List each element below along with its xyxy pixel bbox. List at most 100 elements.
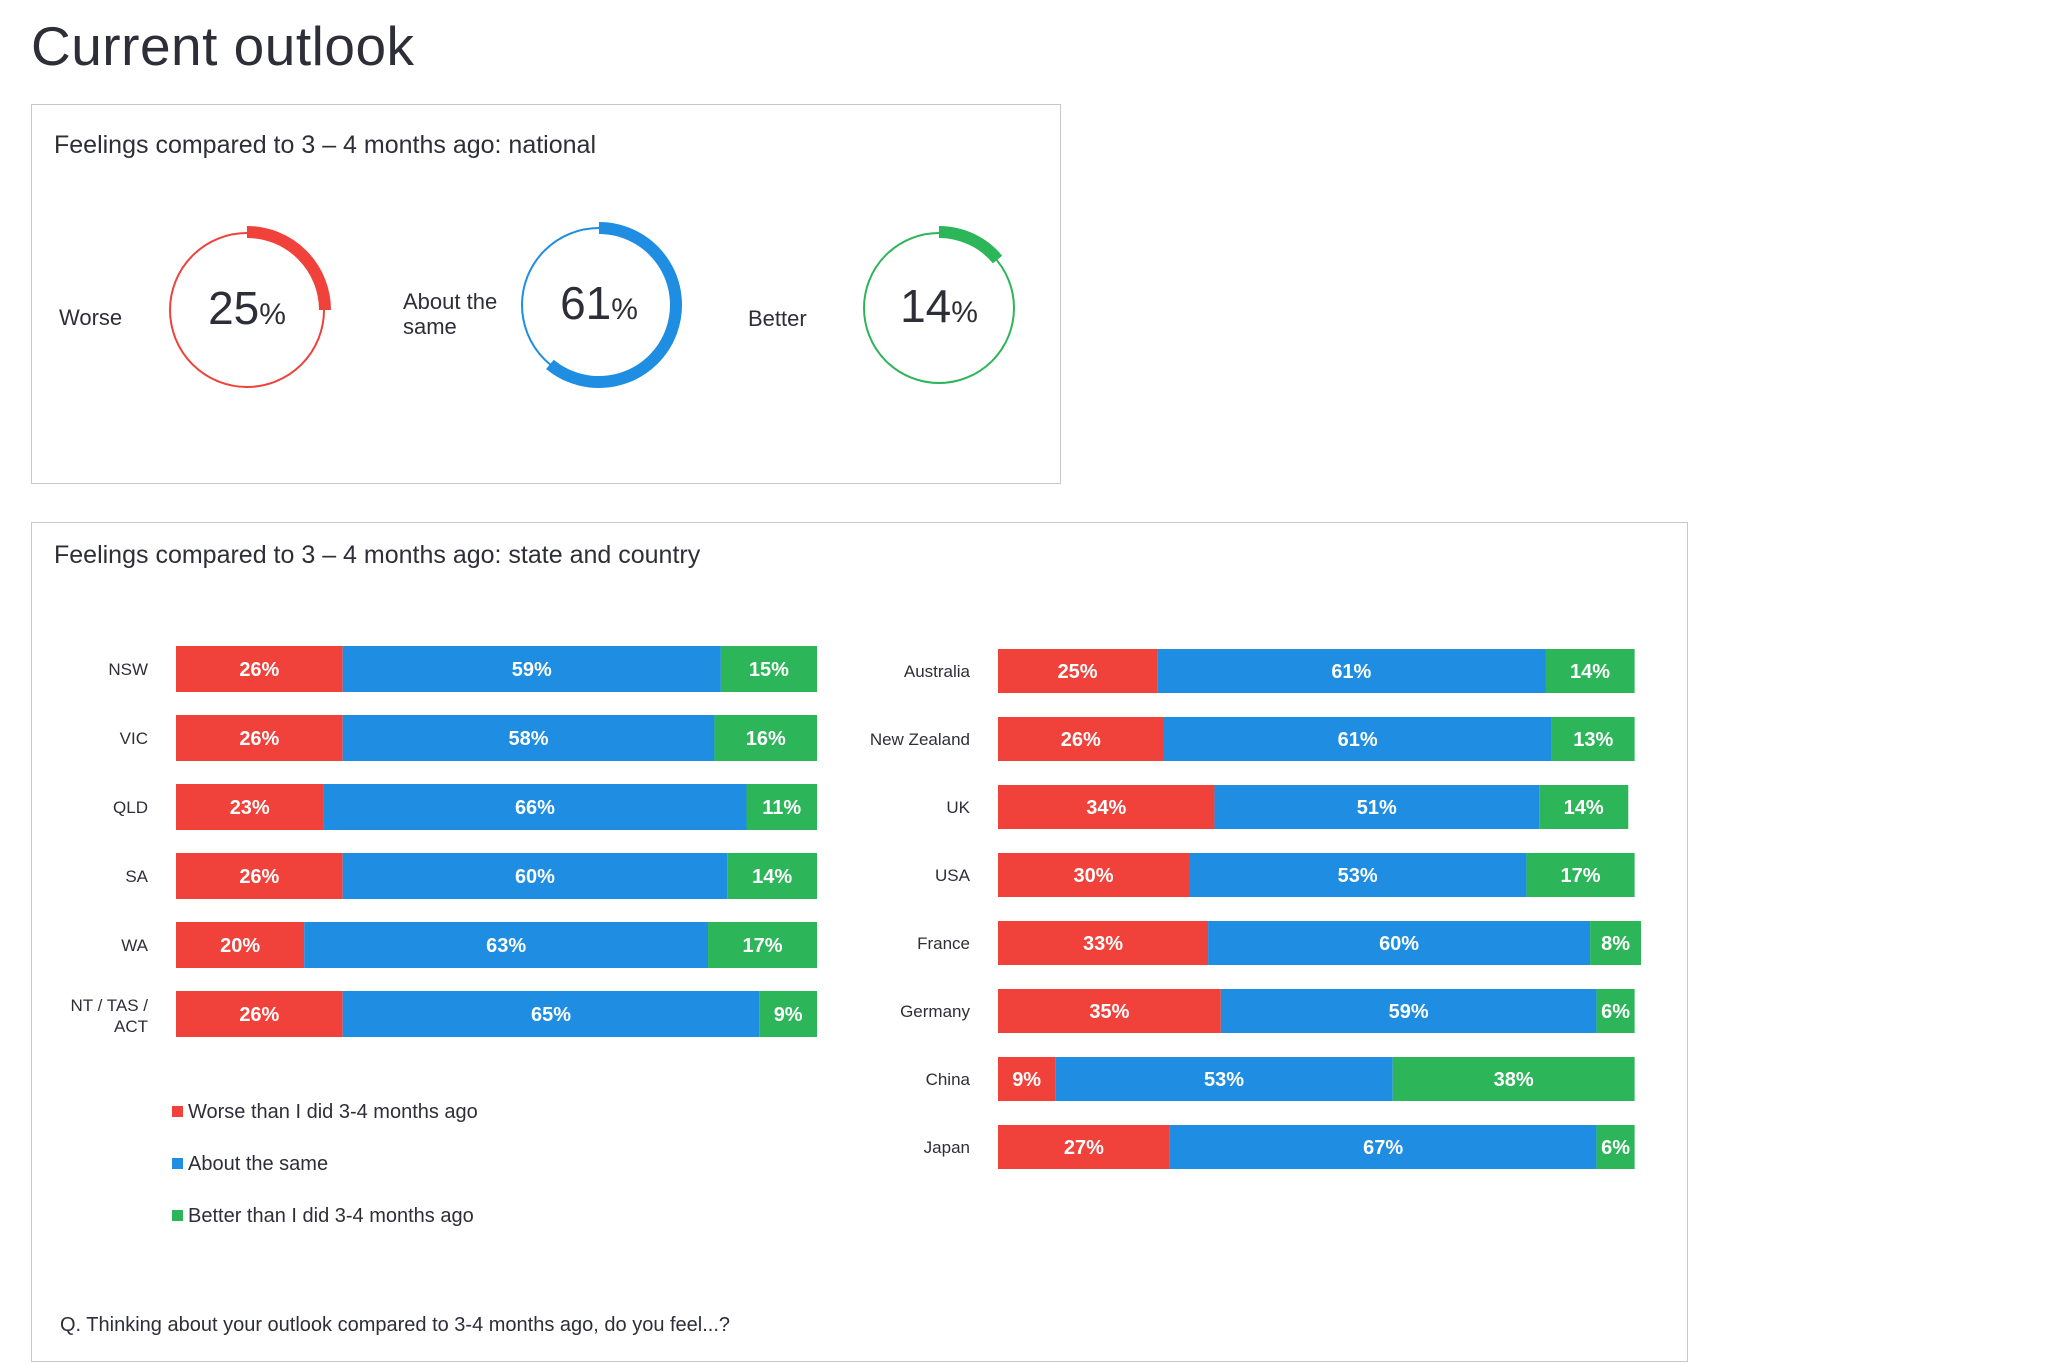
category-label: SA: [125, 867, 148, 886]
country-bar-chart: Australia 25% 61% 14% New Zealand 26% 61% 13% UK…: [870, 649, 1641, 1169]
gauge-same: [521, 222, 682, 388]
bar-segment-worse-nsw: [176, 646, 343, 692]
bar-segment-same-new-zealand: [1163, 717, 1552, 761]
data-label-same-vic: 58%: [509, 728, 549, 750]
category-label: New Zealand: [870, 730, 970, 749]
legend-label-better: Better than I did 3-4 months ago: [188, 1205, 474, 1227]
state-country-panel-title: Feelings compared to 3 – 4 months ago: s…: [54, 541, 701, 569]
data-label-better-wa: 17%: [742, 935, 782, 957]
category-label: France: [917, 934, 970, 953]
data-label-same-china: 53%: [1204, 1069, 1244, 1091]
data-label-better-china: 38%: [1494, 1069, 1534, 1091]
data-label-worse-france: 33%: [1083, 933, 1123, 955]
bar-segment-same-china: [1055, 1057, 1393, 1101]
data-label-same-australia: 61%: [1331, 661, 1371, 683]
legend-swatch-same: [172, 1158, 183, 1169]
bar-segment-better-wa: [708, 922, 817, 968]
gauge-same-arc: [546, 222, 682, 388]
data-label-worse-china: 9%: [1012, 1069, 1041, 1091]
data-label-better-sa: 14%: [752, 866, 792, 888]
gauge-better-percent-sign: %: [951, 296, 978, 329]
data-label-worse-wa: 20%: [220, 935, 260, 957]
data-label-same-france: 60%: [1379, 933, 1419, 955]
stacked-bar-charts: NSW 26% 59% 15% VIC 26% 58% 16% QLD 23% 66% 11% SA 26…: [71, 646, 1641, 1169]
data-label-better-new-zealand: 13%: [1573, 729, 1613, 751]
national-panel: Feelings compared to 3 – 4 months ago: n…: [31, 104, 1061, 484]
gauge-same-percent-sign: %: [611, 293, 638, 326]
data-label-same-qld: 66%: [515, 797, 555, 819]
bar-segment-better-sa: [727, 853, 817, 899]
bar-segment-worse-usa: [998, 853, 1189, 897]
bar-segment-worse-france: [998, 921, 1209, 965]
bar-segment-better-japan: [1596, 1125, 1635, 1169]
gauge-same-value: 61%: [514, 276, 684, 330]
gauge-better-arc: [938, 226, 1003, 264]
page-title: Current outlook: [31, 15, 415, 77]
category-label: USA: [935, 866, 971, 885]
bar-segment-same-france: [1208, 921, 1591, 965]
state-bar-chart: NSW 26% 59% 15% VIC 26% 58% 16% QLD 23% 66% 11% SA 26…: [71, 646, 817, 1037]
data-label-same-nsw: 59%: [512, 659, 552, 681]
bar-segment-same-australia: [1157, 649, 1546, 693]
category-label: China: [926, 1070, 971, 1089]
bar-segment-better-nt-tas-act: [759, 991, 817, 1037]
data-label-better-france: 8%: [1601, 933, 1630, 955]
bar-segment-worse-australia: [998, 649, 1158, 693]
bar-segment-better-france: [1590, 921, 1641, 965]
data-label-worse-sa: 26%: [239, 866, 279, 888]
data-label-better-nt-tas-act: 9%: [774, 1004, 803, 1026]
data-label-same-wa: 63%: [486, 935, 526, 957]
gauge-worse: [169, 226, 331, 388]
data-label-worse-qld: 23%: [230, 797, 270, 819]
bar-segment-same-usa: [1188, 853, 1527, 897]
bar-segment-worse-japan: [998, 1125, 1170, 1169]
bar-segment-same-germany: [1220, 989, 1597, 1033]
data-label-worse-uk: 34%: [1086, 797, 1126, 819]
bar-segment-better-new-zealand: [1551, 717, 1635, 761]
bar-segment-same-nsw: [342, 646, 721, 692]
category-label: QLD: [113, 798, 148, 817]
data-label-better-japan: 6%: [1601, 1137, 1630, 1159]
data-label-better-nsw: 15%: [749, 659, 789, 681]
category-label: Japan: [924, 1138, 970, 1157]
data-label-worse-new-zealand: 26%: [1061, 729, 1101, 751]
gauge-same-number: 61: [560, 277, 612, 329]
data-label-worse-japan: 27%: [1064, 1137, 1104, 1159]
data-label-same-usa: 53%: [1338, 865, 1378, 887]
data-label-same-new-zealand: 61%: [1338, 729, 1378, 751]
state-country-panel: Feelings compared to 3 – 4 months ago: s…: [31, 522, 1688, 1362]
bar-segment-better-china: [1392, 1057, 1635, 1101]
category-label: NSW: [108, 660, 148, 679]
legend-item-worse: Worse than I did 3-4 months ago: [172, 1101, 478, 1124]
data-label-worse-nsw: 26%: [239, 659, 279, 681]
bar-segment-same-japan: [1169, 1125, 1597, 1169]
data-label-worse-usa: 30%: [1073, 865, 1113, 887]
gauge-better-number: 14: [900, 280, 952, 332]
data-label-same-japan: 67%: [1363, 1137, 1403, 1159]
bar-segment-same-qld: [323, 784, 747, 830]
data-label-same-sa: 60%: [515, 866, 555, 888]
data-label-better-usa: 17%: [1561, 865, 1601, 887]
data-label-same-nt-tas-act: 65%: [531, 1004, 571, 1026]
data-label-same-germany: 59%: [1389, 1001, 1429, 1023]
bar-segment-same-sa: [342, 853, 728, 899]
bar-segment-same-uk: [1214, 785, 1540, 829]
data-label-same-uk: 51%: [1357, 797, 1397, 819]
data-label-worse-germany: 35%: [1089, 1001, 1129, 1023]
question-footnote: Q. Thinking about your outlook compared …: [60, 1314, 731, 1336]
data-label-better-germany: 6%: [1601, 1001, 1630, 1023]
data-label-worse-nt-tas-act: 26%: [239, 1004, 279, 1026]
data-label-worse-australia: 25%: [1058, 661, 1098, 683]
data-label-better-qld: 11%: [762, 797, 801, 819]
bar-segment-worse-uk: [998, 785, 1215, 829]
bar-segment-better-qld: [746, 784, 817, 830]
category-label: VIC: [120, 729, 148, 748]
bar-segment-better-vic: [714, 715, 817, 761]
data-label-better-uk: 14%: [1564, 797, 1604, 819]
gauge-worse-arc: [246, 226, 331, 311]
legend-label-same: About the same: [188, 1153, 329, 1175]
bar-segment-worse-sa: [176, 853, 343, 899]
category-label: UK: [946, 798, 970, 817]
bar-segment-same-nt-tas-act: [342, 991, 760, 1037]
bar-segment-better-germany: [1596, 989, 1635, 1033]
